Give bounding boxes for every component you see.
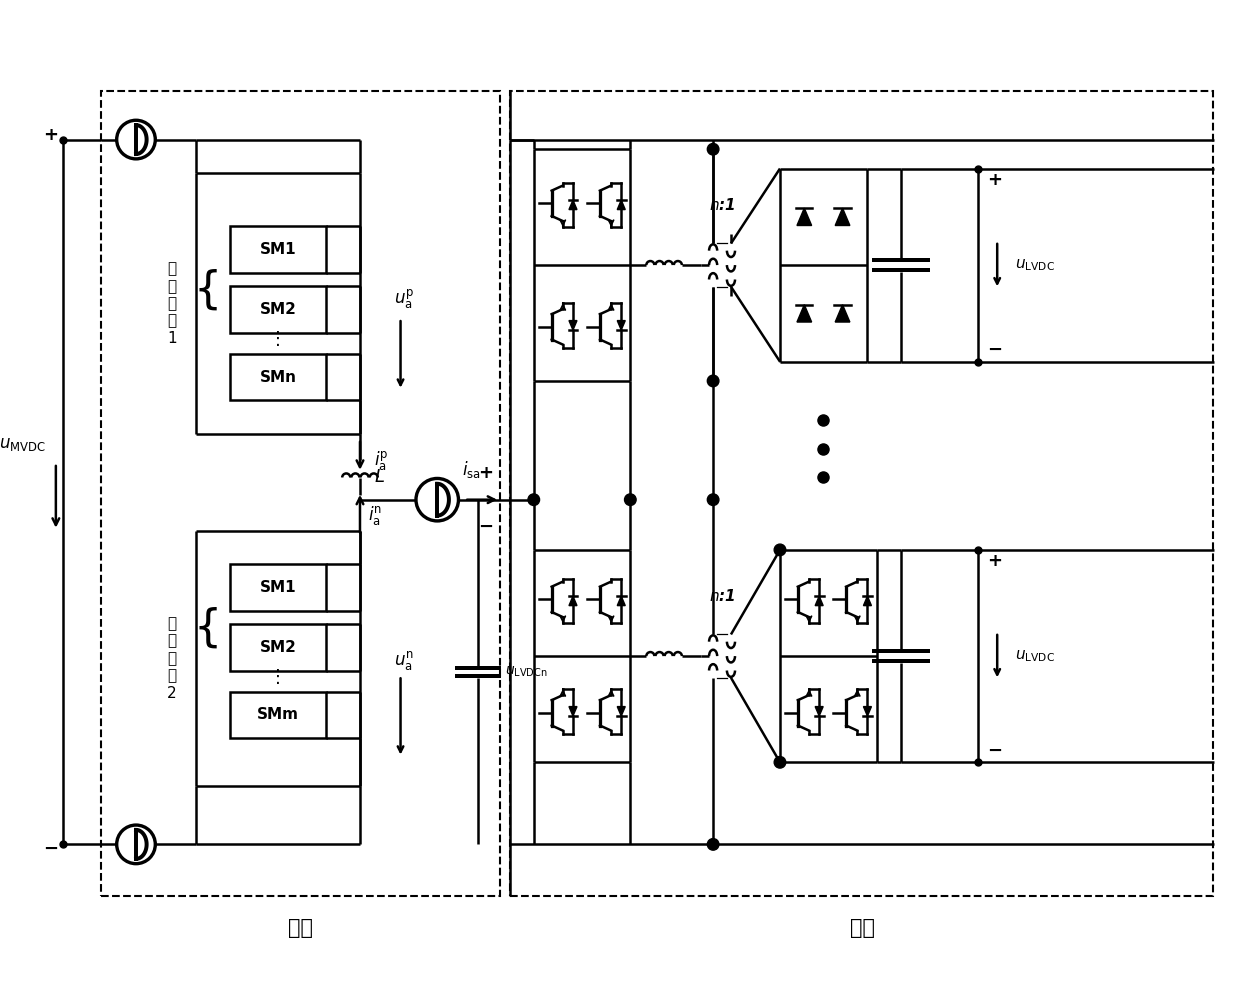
Bar — [229, 354, 326, 401]
Text: +: + — [478, 464, 493, 481]
Polygon shape — [569, 596, 577, 606]
Text: $u_{\mathrm{MVDC}}$: $u_{\mathrm{MVDC}}$ — [0, 435, 46, 453]
Polygon shape — [569, 707, 577, 716]
Circle shape — [528, 494, 539, 506]
Text: −: − — [478, 518, 493, 536]
Polygon shape — [797, 208, 812, 226]
Text: SMn: SMn — [259, 369, 296, 385]
Text: −: − — [987, 741, 1002, 760]
Text: SM1: SM1 — [260, 580, 296, 595]
Bar — [229, 625, 326, 671]
Circle shape — [707, 375, 719, 387]
Text: SM2: SM2 — [259, 640, 296, 655]
Text: $u_{\rm a}^{\rm n}$: $u_{\rm a}^{\rm n}$ — [394, 649, 414, 673]
Text: 链
式
模
块
1: 链 式 模 块 1 — [167, 261, 176, 346]
Text: 后级: 后级 — [850, 918, 875, 939]
Bar — [229, 565, 326, 611]
Polygon shape — [864, 707, 871, 716]
Polygon shape — [864, 596, 871, 606]
Text: −: − — [43, 841, 58, 858]
Text: $i_{\rm a}^{\rm n}$: $i_{\rm a}^{\rm n}$ — [368, 504, 382, 526]
Text: ⋮: ⋮ — [269, 330, 287, 349]
Text: $u_{\rm LVDCn}$: $u_{\rm LVDCn}$ — [504, 665, 548, 680]
Circle shape — [624, 494, 636, 506]
Text: SM2: SM2 — [259, 302, 296, 317]
Polygon shape — [835, 208, 850, 226]
Bar — [509, 91, 1213, 896]
Polygon shape — [617, 200, 626, 209]
Polygon shape — [617, 707, 626, 716]
Text: $i_{\rm sa}$: $i_{\rm sa}$ — [462, 460, 481, 480]
Circle shape — [707, 143, 719, 155]
Circle shape — [774, 544, 786, 556]
Text: +: + — [987, 171, 1002, 190]
Text: 前级: 前级 — [287, 918, 312, 939]
Circle shape — [774, 756, 786, 768]
Polygon shape — [815, 707, 823, 716]
Text: +: + — [43, 126, 58, 143]
Circle shape — [707, 494, 719, 506]
Text: $L$: $L$ — [374, 468, 385, 486]
Polygon shape — [617, 596, 626, 606]
Polygon shape — [835, 304, 850, 322]
Text: ⋮: ⋮ — [269, 669, 287, 686]
Polygon shape — [569, 320, 577, 330]
Polygon shape — [569, 200, 577, 209]
Text: −: − — [987, 341, 1002, 359]
Text: $n$:1: $n$:1 — [709, 588, 735, 604]
Text: $u_{\rm LVDC}$: $u_{\rm LVDC}$ — [1015, 257, 1054, 273]
Text: $n$:1: $n$:1 — [709, 197, 735, 213]
Bar — [229, 692, 326, 738]
Polygon shape — [815, 596, 823, 606]
Text: $u_{\rm a}^{\rm p}$: $u_{\rm a}^{\rm p}$ — [394, 288, 414, 310]
Bar — [229, 287, 326, 333]
Text: $i_{\rm a}^{\rm p}$: $i_{\rm a}^{\rm p}$ — [374, 449, 389, 472]
Text: +: + — [987, 553, 1002, 571]
Text: SM1: SM1 — [260, 243, 296, 257]
Bar — [102, 91, 501, 896]
Text: {: { — [193, 607, 222, 650]
Text: SMm: SMm — [256, 707, 299, 723]
Circle shape — [707, 839, 719, 850]
Polygon shape — [617, 320, 626, 330]
Text: {: { — [193, 269, 222, 311]
Bar — [229, 227, 326, 273]
Polygon shape — [797, 304, 812, 322]
Text: 链
式
模
块
2: 链 式 模 块 2 — [167, 617, 176, 701]
Text: $u_{\rm LVDC}$: $u_{\rm LVDC}$ — [1015, 648, 1054, 664]
